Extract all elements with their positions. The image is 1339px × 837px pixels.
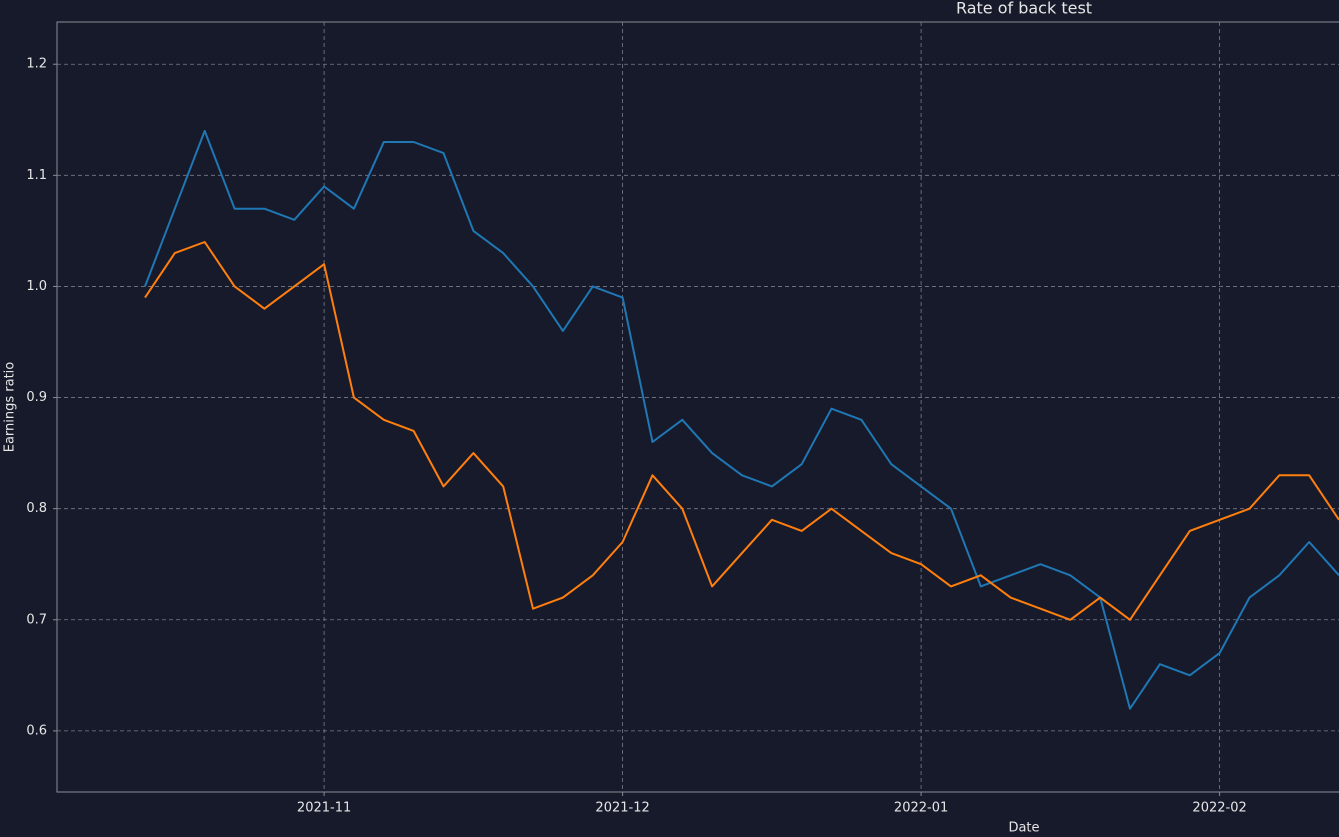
series-line <box>144 129 1339 710</box>
x-tick-label: 2022-01 <box>894 801 948 816</box>
y-tick-label: 1.2 <box>26 57 47 72</box>
y-tick-label: 0.8 <box>26 501 47 516</box>
y-tick-label: 1.0 <box>26 279 47 294</box>
y-tick-label: 0.7 <box>26 612 47 627</box>
x-axis-label: Date <box>1008 821 1039 836</box>
series-line <box>144 241 1339 621</box>
y-tick-label: 0.9 <box>26 390 47 405</box>
y-tick-label: 1.1 <box>26 168 47 183</box>
x-tick-label: 2021-12 <box>595 801 649 816</box>
axes-frame <box>56 21 1339 793</box>
x-tick-label: 2021-11 <box>297 801 351 816</box>
y-tick-label: 0.6 <box>26 723 47 738</box>
y-axis-label: Earnings ratio <box>3 362 18 453</box>
x-tick-label: 2022-02 <box>1192 801 1246 816</box>
chart-title: Rate of back test <box>956 0 1092 18</box>
